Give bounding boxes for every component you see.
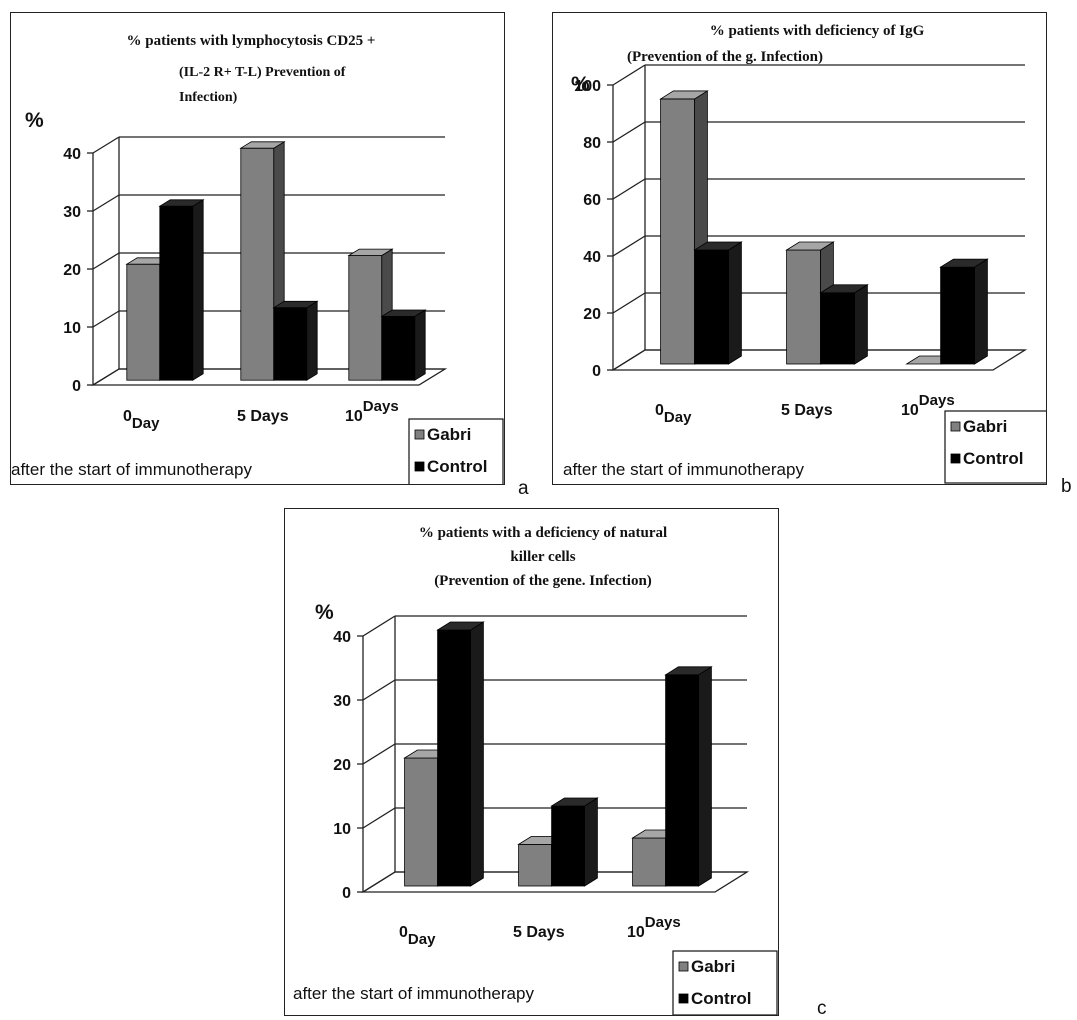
chart-c-legend-label: Gabri bbox=[691, 957, 735, 976]
chart-a-ytick-label: 20 bbox=[63, 262, 81, 279]
panel-letter-b: b bbox=[1061, 476, 1072, 497]
chart-b-ytick-label: 20 bbox=[583, 306, 601, 323]
chart-a-ytick-label: 10 bbox=[63, 320, 81, 337]
chart-a-category-label: 5 Days bbox=[237, 408, 289, 425]
chart-a-title-line: (IL-2 R+ T-L) Prevention of bbox=[179, 65, 346, 80]
chart-b-legend-label: Control bbox=[963, 449, 1023, 468]
chart-b-xlabel: after the start of immunotherapy bbox=[563, 460, 804, 479]
chart-c-ytick-label: 40 bbox=[333, 629, 351, 646]
chart-c-category-label: 0Day bbox=[399, 924, 436, 948]
chart-b-bars bbox=[659, 90, 989, 365]
chart-c-ytick-label: 30 bbox=[333, 693, 351, 710]
chart-a-title-line: Infection) bbox=[179, 90, 238, 105]
chart-a-xlabel: after the start of immunotherapy bbox=[11, 460, 252, 479]
chart-c-category-label: 10Days bbox=[627, 914, 681, 941]
chart-a-bar-control bbox=[272, 300, 319, 381]
chart-a-category-label: 10Days bbox=[345, 398, 399, 425]
chart-b-ytick-label: 60 bbox=[583, 192, 601, 209]
chart-c-ytick-label: 10 bbox=[333, 821, 351, 838]
chart-a-bar-control bbox=[158, 199, 205, 381]
chart-panel-a: % patients with lymphocytosis CD25 + (IL-… bbox=[10, 12, 505, 485]
chart-a-bar-control bbox=[380, 309, 427, 381]
chart-b-ylabel: % bbox=[571, 73, 590, 96]
chart-b-title-line: % patients with deficiency of IgG bbox=[710, 23, 925, 39]
chart-a-ytick-label: 40 bbox=[63, 146, 81, 163]
chart-c-xlabel: after the start of immunotherapy bbox=[293, 984, 534, 1003]
chart-b-bar-control bbox=[819, 284, 869, 365]
chart-a-category-label: 0Day bbox=[123, 408, 160, 432]
chart-a-title-line: % patients with lymphocytosis CD25 + bbox=[127, 33, 376, 49]
panel-letter-a: a bbox=[518, 478, 529, 499]
chart-c-svg: % patients with a deficiency of natural k… bbox=[293, 525, 778, 1015]
chart-b-category-label: 10Days bbox=[901, 392, 955, 419]
chart-c-bars bbox=[403, 621, 713, 887]
chart-b-legend-swatch-gabri bbox=[950, 421, 961, 432]
chart-c-bar-control bbox=[436, 621, 485, 887]
chart-panel-c: % patients with a deficiency of natural k… bbox=[284, 508, 779, 1016]
chart-b-category-label: 0Day bbox=[655, 402, 692, 426]
chart-c-title-line: (Prevention of the gene. Infection) bbox=[434, 573, 652, 589]
chart-b-legend-swatch-control bbox=[950, 453, 961, 464]
chart-b-bar-gabri bbox=[785, 241, 835, 365]
chart-b-ytick-label: 100 bbox=[574, 78, 601, 95]
chart-a-svg: % patients with lymphocytosis CD25 + (IL-… bbox=[11, 33, 504, 484]
chart-b-ytick-label: 80 bbox=[583, 135, 601, 152]
chart-a-ytick-label: 30 bbox=[63, 204, 81, 221]
chart-c-legend-swatch-control bbox=[678, 993, 689, 1004]
chart-c-legend-label: Control bbox=[691, 989, 751, 1008]
chart-c-ytick-label: 0 bbox=[342, 885, 351, 902]
chart-c-category-label: 5 Days bbox=[513, 924, 565, 941]
chart-a-ytick-label: 0 bbox=[72, 378, 81, 395]
chart-a-legend-label: Control bbox=[427, 457, 487, 476]
chart-b-ytick-label: 40 bbox=[583, 249, 601, 266]
chart-c-bar-control bbox=[664, 666, 713, 887]
chart-c-ytick-label: 20 bbox=[333, 757, 351, 774]
chart-c-legend: Gabri Control bbox=[672, 950, 778, 1015]
chart-a-bar-gabri bbox=[347, 248, 394, 381]
chart-b-ytick-label: 0 bbox=[592, 363, 601, 380]
chart-c-ylabel: % bbox=[315, 601, 334, 624]
panel-letter-c: c bbox=[817, 998, 827, 1019]
chart-a-legend-swatch-control bbox=[414, 461, 425, 472]
chart-b-svg: % patients with deficiency of IgG (Preven… bbox=[563, 23, 1046, 484]
chart-a-bars bbox=[125, 141, 427, 381]
chart-a-bar-gabri bbox=[239, 141, 286, 381]
chart-a-legend-label: Gabri bbox=[427, 425, 471, 444]
chart-panel-b: % patients with deficiency of IgG (Preven… bbox=[552, 12, 1047, 485]
chart-c-title-line: killer cells bbox=[510, 549, 575, 565]
chart-b-category-label: 5 Days bbox=[781, 402, 833, 419]
chart-a-legend: Gabri Control bbox=[408, 418, 504, 484]
chart-b-title-line: (Prevention of the g. Infection) bbox=[627, 49, 823, 65]
chart-a-legend-swatch-gabri bbox=[414, 429, 425, 440]
chart-b-bar-control bbox=[693, 241, 743, 365]
chart-b-bar-control bbox=[939, 258, 989, 365]
chart-c-bar-control bbox=[550, 797, 599, 887]
chart-c-legend-swatch-gabri bbox=[678, 961, 689, 972]
chart-b-legend: Gabri Control bbox=[944, 410, 1046, 484]
chart-a-ylabel: % bbox=[25, 109, 44, 132]
chart-b-legend-label: Gabri bbox=[963, 417, 1007, 436]
chart-c-title-line: % patients with a deficiency of natural bbox=[419, 525, 667, 541]
